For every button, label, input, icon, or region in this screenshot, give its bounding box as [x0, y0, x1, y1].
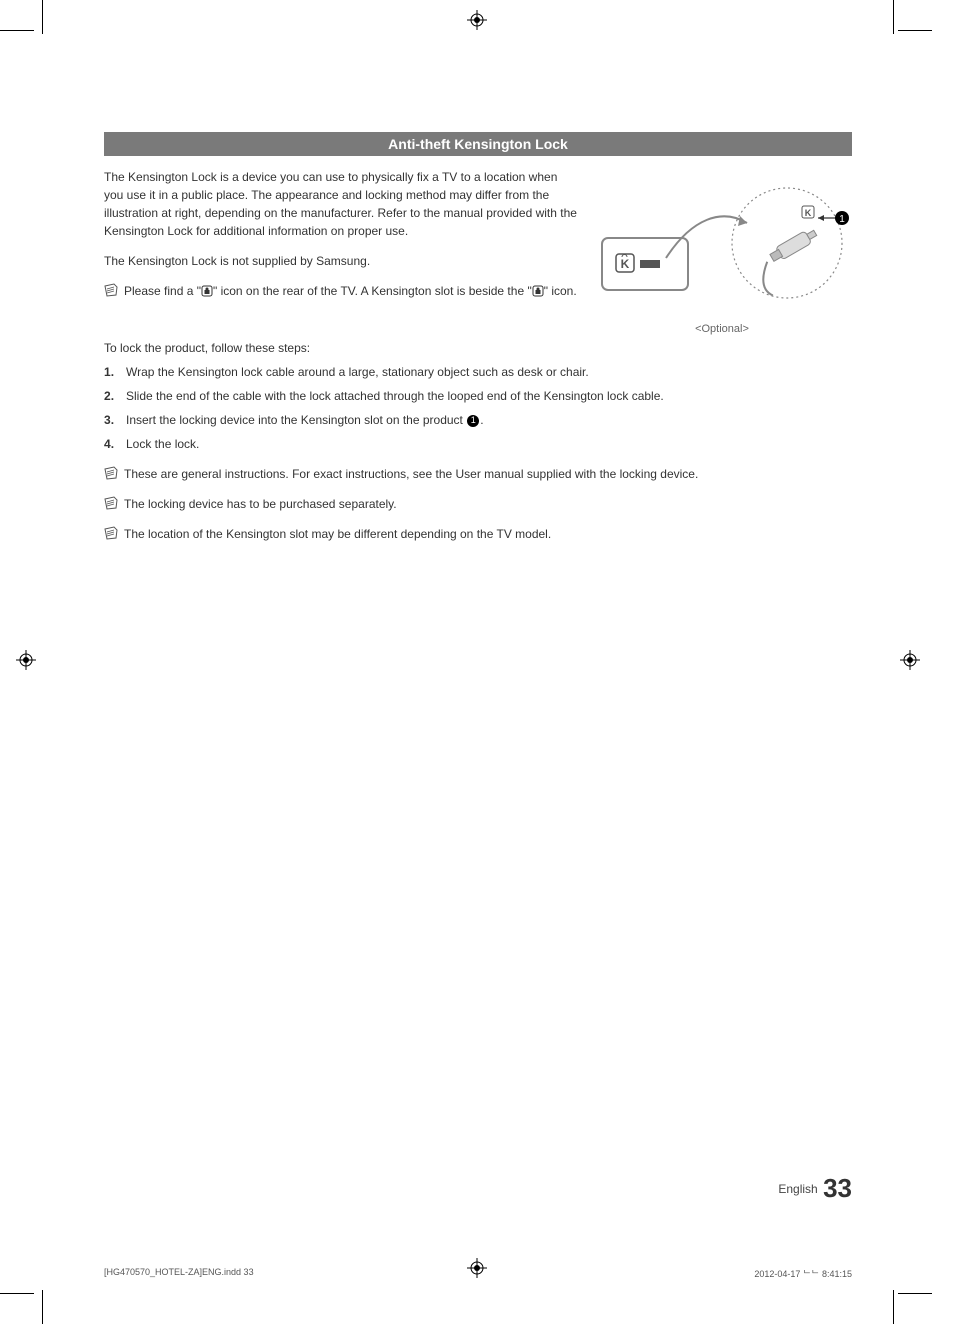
- note-icon: [104, 525, 118, 545]
- note-line: These are general instructions. For exac…: [104, 465, 852, 485]
- section-heading: Anti-theft Kensington Lock: [104, 132, 852, 156]
- registration-mark-icon: [900, 650, 920, 670]
- svg-text:K: K: [805, 208, 812, 218]
- note-text: The locking device has to be purchased s…: [124, 495, 852, 513]
- figure-callout-label: 1: [839, 214, 845, 225]
- kensington-figure: K K: [592, 168, 852, 335]
- note-line: The locking device has to be purchased s…: [104, 495, 852, 515]
- intro-text-block: The Kensington Lock is a device you can …: [104, 168, 580, 335]
- crop-mark: [898, 1293, 932, 1294]
- step-item: Lock the lock.: [104, 435, 852, 453]
- imprint-line: [HG470570_HOTEL-ZA]ENG.indd 33 2012-04-1…: [104, 1267, 852, 1280]
- figure-caption: <Optional>: [592, 323, 852, 335]
- registration-mark-icon: [16, 650, 36, 670]
- crop-mark: [42, 1290, 43, 1324]
- intro-paragraph-2: The Kensington Lock is not supplied by S…: [104, 252, 580, 270]
- callout-number-icon: 1: [467, 415, 479, 427]
- note-line: The location of the Kensington slot may …: [104, 525, 852, 545]
- crop-mark: [893, 1290, 894, 1324]
- step-item: Slide the end of the cable with the lock…: [104, 387, 852, 405]
- crop-mark: [42, 0, 43, 34]
- note-icon: [104, 495, 118, 515]
- imprint-filename: [HG470570_HOTEL-ZA]ENG.indd 33: [104, 1267, 254, 1280]
- steps-list: Wrap the Kensington lock cable around a …: [104, 363, 852, 453]
- intro-paragraph-1: The Kensington Lock is a device you can …: [104, 168, 580, 240]
- crop-mark: [893, 0, 894, 34]
- steps-intro: To lock the product, follow these steps:: [104, 341, 852, 355]
- registration-mark-icon: [467, 10, 487, 30]
- footer-language: English: [778, 1182, 817, 1196]
- kensington-icon: [532, 284, 544, 296]
- crop-mark: [898, 30, 932, 31]
- page-content: Anti-theft Kensington Lock The Kensingto…: [104, 132, 852, 555]
- crop-mark: [0, 1293, 34, 1294]
- page-number: 33: [823, 1173, 852, 1203]
- note-text: The location of the Kensington slot may …: [124, 525, 852, 543]
- step-item: Insert the locking device into the Kensi…: [104, 411, 852, 429]
- note-icon: [104, 465, 118, 485]
- note-line: Please find a "" icon on the rear of the…: [104, 282, 580, 302]
- note-text: Please find a "" icon on the rear of the…: [124, 282, 580, 300]
- svg-text:K: K: [621, 257, 630, 271]
- crop-mark: [0, 30, 34, 31]
- note-text: These are general instructions. For exac…: [124, 465, 852, 483]
- page-footer: English 33: [104, 1173, 852, 1204]
- kensington-icon: [201, 284, 213, 296]
- note-icon: [104, 282, 118, 302]
- step-item: Wrap the Kensington lock cable around a …: [104, 363, 852, 381]
- imprint-timestamp: 2012-04-17 ᄂᄂ 8:41:15: [754, 1267, 852, 1280]
